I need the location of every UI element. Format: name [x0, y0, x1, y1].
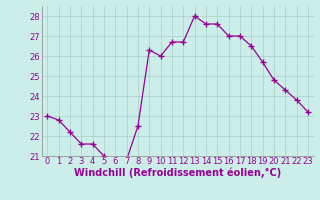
X-axis label: Windchill (Refroidissement éolien,°C): Windchill (Refroidissement éolien,°C) [74, 168, 281, 178]
